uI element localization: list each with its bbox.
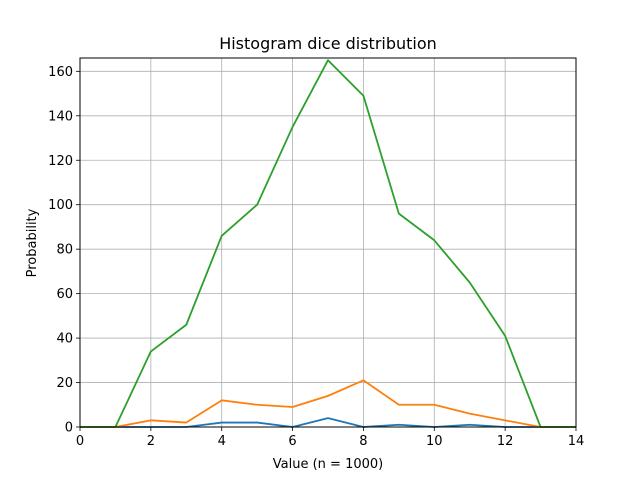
x-tick-label: 8 — [359, 434, 367, 449]
y-tick-label: 20 — [56, 376, 73, 391]
series-line-2 — [80, 379, 576, 428]
series-line-3 — [80, 59, 576, 428]
x-tick-label: 14 — [568, 434, 585, 449]
y-axis-label: Probability — [25, 208, 40, 277]
x-tick-label: 10 — [426, 434, 443, 449]
grid — [79, 58, 577, 428]
x-tick-label: 0 — [76, 434, 84, 449]
y-tick-label: 160 — [48, 65, 73, 80]
y-tick-label: 0 — [65, 421, 73, 436]
y-tick-label: 120 — [48, 154, 73, 169]
y-tick-label: 140 — [48, 109, 73, 124]
x-tick-label: 4 — [218, 434, 226, 449]
chart-title: Histogram dice distribution — [219, 34, 437, 53]
x-tick-label: 12 — [497, 434, 514, 449]
x-tick-label: 2 — [147, 434, 155, 449]
x-axis-label: Value (n = 1000) — [273, 457, 383, 472]
plot-frame — [79, 57, 577, 428]
y-tick-label: 80 — [56, 243, 73, 258]
y-tick-label: 60 — [56, 287, 73, 302]
y-tick-label: 100 — [48, 198, 73, 213]
y-tick-label: 40 — [56, 332, 73, 347]
x-tick-label: 6 — [288, 434, 296, 449]
